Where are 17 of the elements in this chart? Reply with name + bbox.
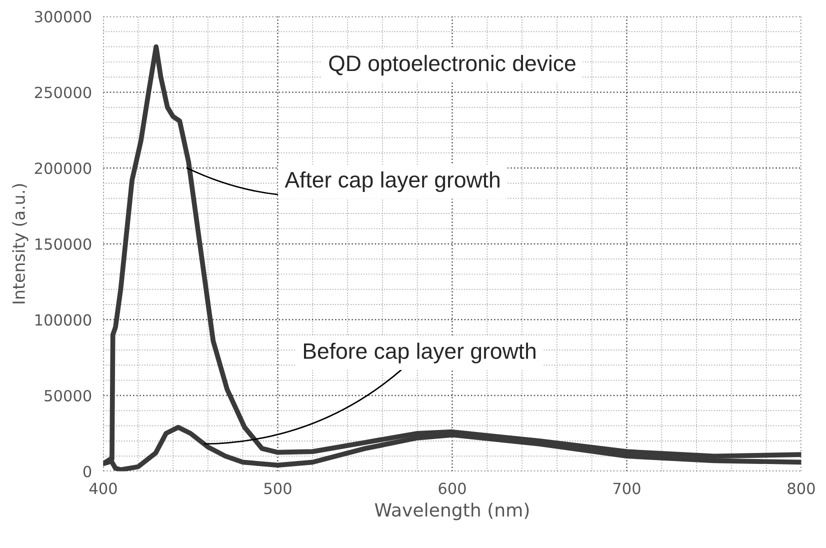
y-tick-label: 100000	[35, 314, 92, 326]
annotation: After cap layer growth	[284, 171, 500, 192]
y-tick-label: 250000	[34, 86, 92, 98]
x-tick-label: 400	[89, 482, 117, 494]
y-tick-label: 150000	[35, 238, 92, 250]
x-tick-label: 800	[788, 482, 815, 494]
annotation: Before cap layer growth	[304, 342, 536, 364]
x-axis-title: Wavelength (nm)	[374, 502, 529, 520]
text: QD optoelectronic device	[329, 54, 576, 76]
x-tick-label: 500	[264, 482, 292, 494]
x-tick-label: 700	[613, 482, 640, 494]
y-axis-title: Intensity (a.u.)	[12, 184, 28, 304]
y-tick-label: 50000	[44, 390, 92, 402]
y-tick-label: 0	[83, 466, 92, 478]
x-tick-label: 600	[438, 482, 466, 494]
y-tick-label: 200000	[34, 162, 92, 174]
y-tick-label: 300000	[34, 10, 92, 22]
